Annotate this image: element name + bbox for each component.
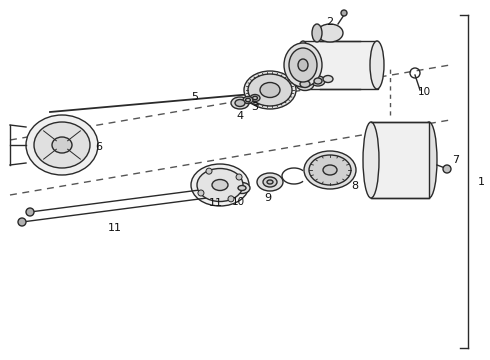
Text: 11: 11 bbox=[209, 198, 223, 208]
Ellipse shape bbox=[235, 99, 245, 107]
Ellipse shape bbox=[312, 24, 322, 42]
Ellipse shape bbox=[245, 98, 250, 102]
Ellipse shape bbox=[52, 137, 72, 153]
Circle shape bbox=[18, 218, 26, 226]
Text: 2: 2 bbox=[326, 17, 334, 27]
Ellipse shape bbox=[257, 173, 283, 191]
Ellipse shape bbox=[244, 71, 296, 109]
Ellipse shape bbox=[421, 122, 437, 198]
Text: 6: 6 bbox=[95, 142, 102, 152]
Text: 4: 4 bbox=[237, 111, 244, 121]
Text: 7: 7 bbox=[452, 155, 459, 165]
Ellipse shape bbox=[252, 96, 258, 100]
Ellipse shape bbox=[26, 115, 98, 175]
Text: 1: 1 bbox=[478, 177, 485, 187]
Ellipse shape bbox=[309, 155, 351, 185]
Ellipse shape bbox=[284, 43, 322, 87]
Ellipse shape bbox=[197, 168, 243, 202]
Ellipse shape bbox=[298, 59, 308, 71]
Text: 10: 10 bbox=[231, 197, 245, 207]
Ellipse shape bbox=[323, 76, 333, 82]
Ellipse shape bbox=[370, 41, 384, 89]
Circle shape bbox=[26, 208, 34, 216]
Ellipse shape bbox=[300, 81, 310, 87]
Circle shape bbox=[198, 190, 204, 196]
Ellipse shape bbox=[248, 74, 292, 106]
Ellipse shape bbox=[304, 151, 356, 189]
Bar bbox=[371, 122, 429, 198]
Ellipse shape bbox=[212, 180, 228, 190]
Text: 10: 10 bbox=[418, 87, 431, 97]
Ellipse shape bbox=[289, 48, 317, 82]
Ellipse shape bbox=[243, 96, 253, 104]
Ellipse shape bbox=[238, 185, 246, 190]
Text: 3: 3 bbox=[251, 102, 259, 112]
Circle shape bbox=[206, 168, 212, 174]
Ellipse shape bbox=[191, 164, 249, 206]
Ellipse shape bbox=[296, 41, 310, 89]
Ellipse shape bbox=[314, 78, 322, 84]
Text: 9: 9 bbox=[265, 193, 271, 203]
Ellipse shape bbox=[363, 122, 379, 198]
Circle shape bbox=[236, 174, 242, 180]
Text: 8: 8 bbox=[351, 181, 359, 191]
Circle shape bbox=[443, 165, 451, 173]
Ellipse shape bbox=[234, 183, 250, 194]
Ellipse shape bbox=[231, 97, 249, 109]
Ellipse shape bbox=[311, 76, 325, 86]
Ellipse shape bbox=[296, 77, 314, 90]
Ellipse shape bbox=[263, 177, 277, 187]
Text: 11: 11 bbox=[108, 223, 122, 233]
Ellipse shape bbox=[323, 165, 337, 175]
Circle shape bbox=[228, 196, 234, 202]
Ellipse shape bbox=[317, 24, 343, 42]
Ellipse shape bbox=[260, 82, 280, 98]
Ellipse shape bbox=[34, 122, 90, 168]
Ellipse shape bbox=[250, 94, 260, 102]
Circle shape bbox=[341, 10, 347, 16]
Text: 5: 5 bbox=[192, 92, 198, 102]
Bar bbox=[303, 41, 378, 89]
Ellipse shape bbox=[267, 180, 273, 184]
